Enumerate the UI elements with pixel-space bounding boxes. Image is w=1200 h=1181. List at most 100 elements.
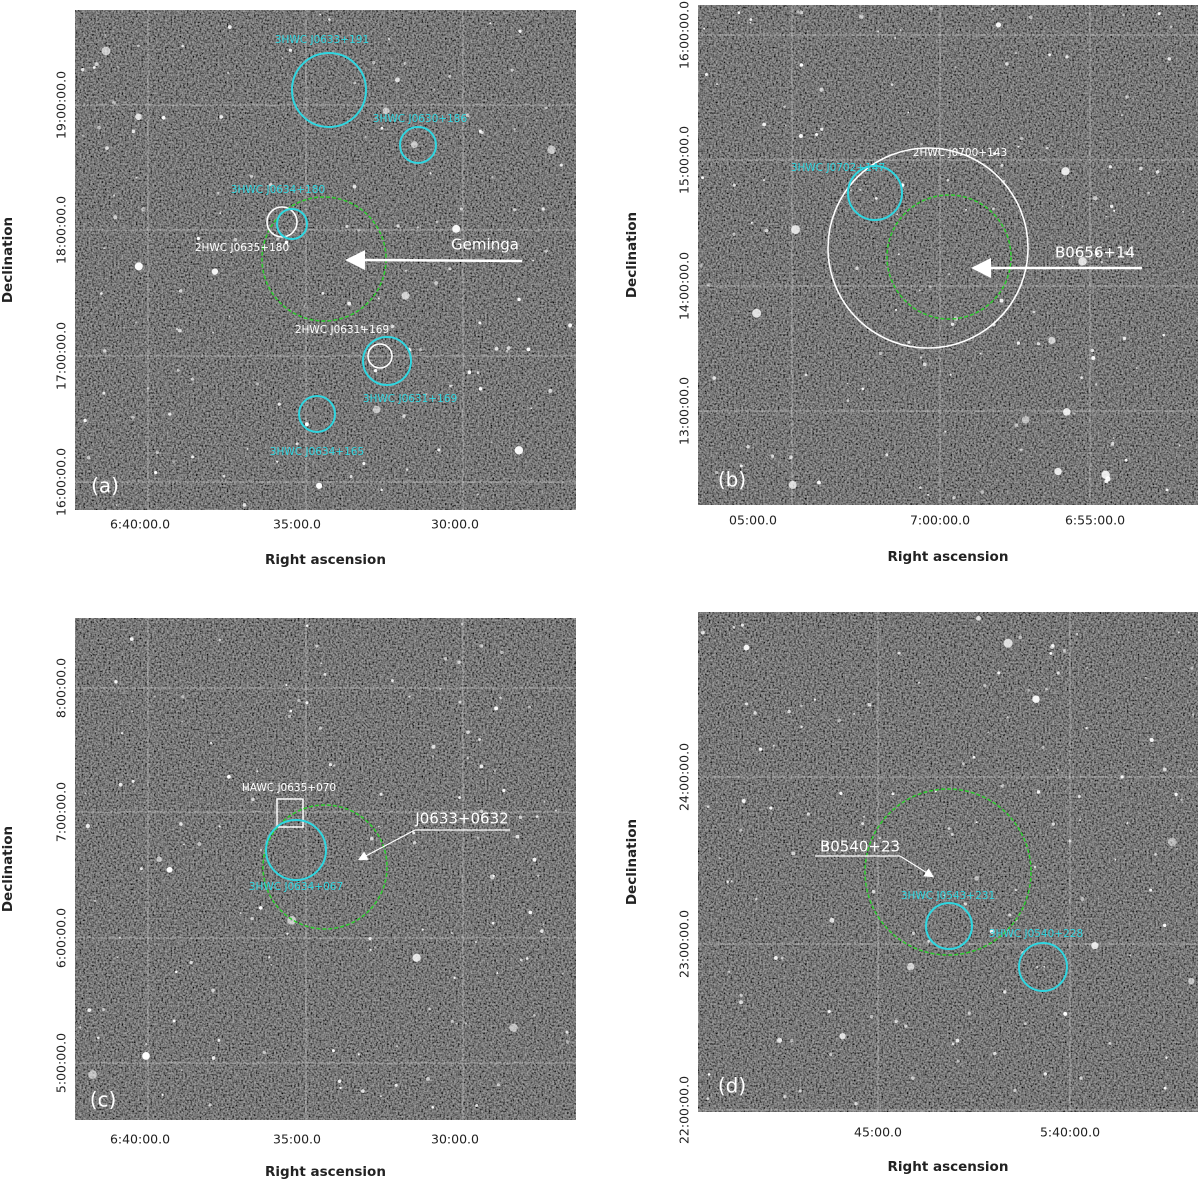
y-axis-label: Declination [0,217,16,303]
star [1043,1072,1048,1076]
star [1095,383,1098,386]
star [87,1008,92,1013]
star [755,660,758,664]
panel-c: HAWC J0635+070 J0633+0632 3HWC J0634+067 [242,782,510,930]
star [255,382,260,386]
source-label: 3HWC J0634+165 [270,446,364,458]
star [180,1069,183,1072]
star [212,331,214,334]
star [1149,737,1154,742]
star [360,325,364,329]
star [1036,342,1041,346]
star [258,906,263,910]
star [1077,795,1081,799]
star [478,738,481,741]
star [419,348,423,352]
star [798,1089,802,1093]
star [927,939,931,943]
star [387,37,391,41]
star [1139,166,1143,171]
star [431,744,436,749]
sky-noise [698,612,1198,1112]
star [246,448,249,450]
star [211,268,219,275]
star [874,196,878,200]
star [1182,210,1185,213]
star [527,705,532,709]
star [196,236,201,241]
star [910,1076,915,1080]
star [707,1073,711,1076]
star [372,60,376,65]
star [1145,676,1147,679]
star [995,22,1002,28]
star [1086,667,1088,669]
x-axis-label: Right ascension [265,1164,386,1180]
y-axis-label: Declination [0,826,16,912]
star [790,1038,794,1043]
star [1080,896,1085,901]
region-circle [864,788,1032,956]
star [839,791,843,796]
star [853,712,856,715]
star [1126,822,1129,825]
star [535,815,539,818]
star [103,349,107,353]
star [428,1007,432,1011]
star [732,232,736,236]
star [509,1023,518,1032]
star [478,386,483,391]
star [475,1103,479,1108]
star [1090,348,1095,353]
star [1019,136,1024,141]
star [798,134,803,138]
star [459,207,463,211]
star [804,373,808,377]
star [1091,942,1099,950]
star [1105,476,1111,482]
star [1108,165,1113,169]
star [402,414,406,418]
star [464,1022,468,1025]
star [700,630,705,635]
star [788,480,797,489]
star [295,442,299,446]
star [315,644,319,648]
x-tick-label: 6:40:00.0 [110,517,170,532]
source-circle [827,147,1029,349]
star [1048,53,1052,57]
panel-label: (a) [91,474,119,498]
arrow [345,250,523,271]
star [396,224,400,228]
star [530,407,533,410]
y-tick-label: 6:00:00.0 [54,908,69,968]
star [1065,55,1069,59]
star [505,349,509,353]
star [752,308,762,318]
star [1054,467,1062,476]
star [478,129,482,133]
star [352,184,357,189]
star [465,113,470,118]
star [800,725,803,729]
star [1105,215,1108,218]
star [519,958,523,962]
star [906,962,915,971]
star [1165,488,1169,492]
star [494,346,499,351]
star [86,455,91,460]
star [732,183,736,187]
star [131,710,134,713]
source-circle [266,206,298,238]
star [227,25,232,29]
star [791,225,800,235]
star [714,470,719,475]
star [259,848,263,852]
y-tick-label: 24:00:00.0 [677,743,692,811]
source-circle [265,819,327,881]
star [846,399,850,402]
star [337,1079,342,1083]
star [525,957,529,960]
star [120,732,124,735]
x-tick-label: 30:00.0 [431,1132,479,1147]
